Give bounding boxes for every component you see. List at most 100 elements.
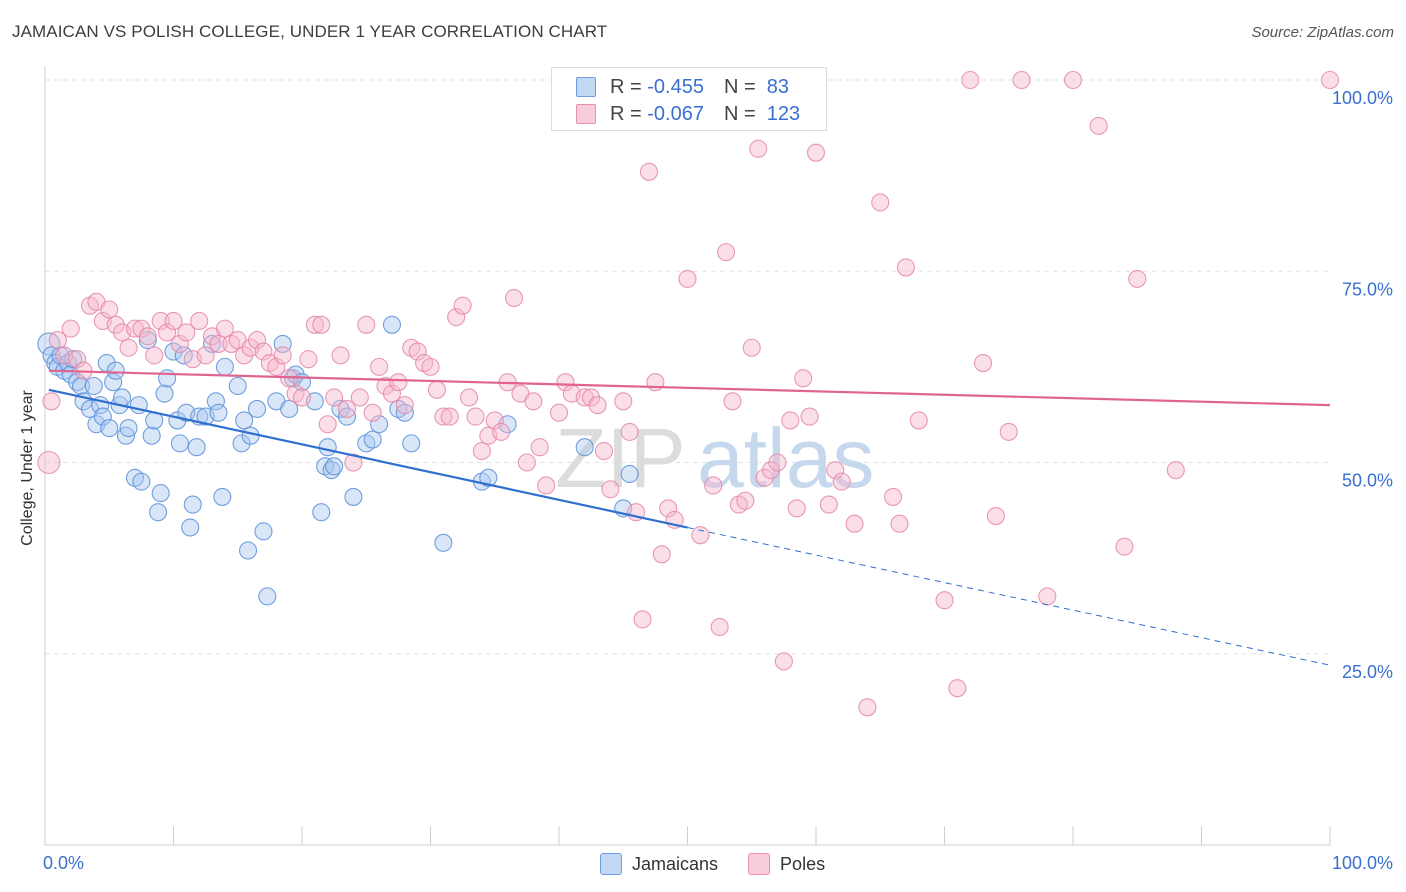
poles-point bbox=[556, 373, 575, 392]
poles-point bbox=[48, 331, 67, 350]
poles-point bbox=[845, 514, 864, 533]
poles-point bbox=[755, 468, 774, 487]
series-legend: Jamaicans Poles bbox=[600, 852, 855, 876]
poles-point bbox=[453, 296, 472, 315]
poles-point bbox=[100, 300, 119, 319]
poles-point bbox=[235, 346, 254, 365]
poles-point bbox=[472, 441, 491, 461]
poles-point bbox=[164, 311, 183, 331]
poles-point bbox=[973, 353, 993, 373]
legend-label-poles: Poles bbox=[780, 853, 826, 874]
poles-point bbox=[704, 476, 723, 495]
chart-title: JAMAICAN VS POLISH COLLEGE, UNDER 1 YEAR… bbox=[12, 22, 608, 41]
jamaicans-point bbox=[479, 468, 498, 487]
poles-point bbox=[819, 495, 838, 514]
jamaicans-point bbox=[164, 342, 183, 361]
jamaicans-point bbox=[209, 403, 228, 422]
jamaicans-point bbox=[434, 533, 453, 552]
jamaicans-point bbox=[138, 331, 157, 350]
legend-item-poles[interactable]: Poles bbox=[748, 853, 825, 875]
poles-point bbox=[254, 342, 273, 361]
poles-point bbox=[620, 422, 639, 441]
poles-point bbox=[170, 334, 189, 353]
jamaicans-point bbox=[215, 357, 234, 376]
jamaicans-point bbox=[620, 464, 639, 484]
legend-item-jamaicans[interactable]: Jamaicans bbox=[600, 853, 718, 875]
jamaicans-swatch bbox=[576, 77, 596, 97]
jamaicans-point bbox=[181, 518, 200, 537]
poles-point bbox=[440, 407, 459, 426]
poles-point bbox=[948, 679, 967, 698]
poles-point bbox=[485, 411, 504, 430]
poles-point bbox=[312, 315, 331, 334]
jamaicans-point bbox=[402, 434, 421, 453]
jamaicans-point bbox=[382, 315, 402, 334]
trend-lines bbox=[48, 369, 1331, 666]
poles-point bbox=[787, 499, 806, 518]
jamaicans-point bbox=[254, 522, 273, 541]
poles-point bbox=[145, 346, 164, 365]
poles-point bbox=[1320, 70, 1340, 90]
poles-point bbox=[742, 338, 761, 357]
y-tick-label: 100.0% bbox=[1332, 88, 1393, 108]
jamaicans-point bbox=[238, 541, 258, 560]
poles-point bbox=[1089, 116, 1108, 135]
poles-point bbox=[370, 357, 389, 376]
stats-row-poles: R = -0.067 N = 123 bbox=[576, 102, 800, 126]
poles-point bbox=[710, 617, 729, 637]
poles-point bbox=[858, 698, 877, 717]
poles-point bbox=[190, 311, 209, 331]
poles-point bbox=[524, 392, 543, 411]
poles-point bbox=[723, 392, 742, 411]
jamaicans-point bbox=[363, 430, 382, 449]
poles-point bbox=[896, 258, 916, 277]
jamaicans-point bbox=[280, 399, 299, 419]
poles-point bbox=[247, 331, 267, 350]
poles-point bbox=[935, 591, 954, 610]
poles-point bbox=[273, 346, 292, 365]
poles-points bbox=[37, 70, 1340, 717]
grid-lines bbox=[45, 79, 1330, 655]
jamaicans-point bbox=[370, 415, 389, 434]
jamaicans-point bbox=[395, 403, 414, 422]
jamaicans-point bbox=[174, 346, 193, 365]
poles-point bbox=[986, 506, 1005, 526]
poles-point bbox=[768, 453, 787, 472]
poles-point bbox=[537, 476, 556, 495]
poles-point bbox=[781, 411, 800, 430]
poles-point bbox=[151, 311, 170, 331]
jamaicans-point bbox=[106, 361, 125, 380]
poles-point bbox=[325, 388, 344, 407]
poles-point bbox=[633, 610, 652, 629]
poles-point bbox=[1115, 537, 1134, 556]
poles-point bbox=[639, 162, 659, 181]
poles-point bbox=[357, 315, 376, 334]
jamaicans-point bbox=[331, 399, 350, 419]
poles-point bbox=[549, 403, 569, 422]
poles-point bbox=[305, 315, 324, 334]
jamaicans-point bbox=[344, 487, 363, 506]
jamaicans-point bbox=[213, 487, 232, 506]
poles-point bbox=[582, 388, 601, 407]
jamaicans-point bbox=[258, 587, 277, 606]
x-tick-label: 0.0% bbox=[43, 853, 84, 873]
tick-labels: 25.0% 50.0% 75.0% 100.0% 0.0% 100.0% bbox=[43, 88, 1393, 873]
jamaicans-point bbox=[312, 503, 331, 522]
poles-point bbox=[363, 403, 382, 422]
poles-point bbox=[800, 407, 819, 426]
jamaicans-point bbox=[149, 503, 168, 522]
poles-point bbox=[826, 461, 845, 480]
source-credit: Source: ZipAtlas.com bbox=[1251, 24, 1394, 41]
jamaicans-point bbox=[64, 350, 83, 369]
r-value: -0.067 bbox=[647, 102, 704, 125]
jamaicans-point bbox=[158, 369, 177, 388]
n-label: N = bbox=[723, 75, 756, 98]
poles-point bbox=[884, 487, 903, 506]
poles-point bbox=[1166, 461, 1185, 480]
poles-point bbox=[389, 373, 408, 392]
poles-point bbox=[42, 392, 61, 411]
poles-point bbox=[806, 143, 826, 162]
poles-point bbox=[466, 407, 485, 426]
y-tick-label: 25.0% bbox=[1342, 662, 1393, 682]
jamaicans-point bbox=[104, 373, 123, 392]
